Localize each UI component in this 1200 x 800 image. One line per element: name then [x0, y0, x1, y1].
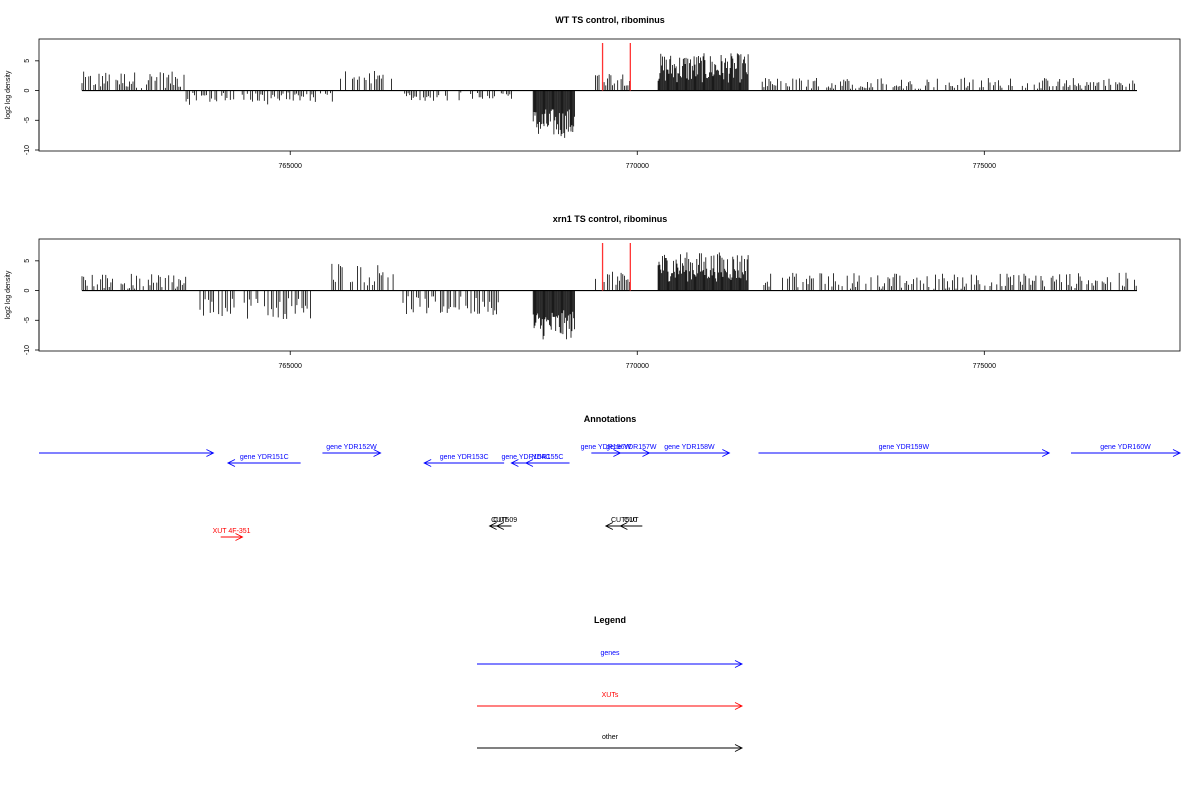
- y-tick-label: -5: [24, 117, 31, 123]
- annotation-label: gene YDR157W: [606, 444, 657, 451]
- arrow-head: [1041, 449, 1051, 457]
- x-tick-label: 770000: [626, 363, 649, 370]
- arrow-head: [734, 744, 744, 752]
- arrow-head: [488, 522, 497, 530]
- y-tick-label: -10: [24, 345, 31, 355]
- annotation-label: CUT: [624, 517, 639, 524]
- red-markers: [601, 243, 631, 291]
- y-tick-label: -5: [24, 317, 31, 323]
- x-tick-label: 775000: [973, 363, 996, 370]
- bar-region-5: [595, 271, 630, 291]
- annotation-label: gene YDR156W: [581, 444, 632, 451]
- annotation-label: gene YDR153C: [440, 454, 489, 461]
- arrow-head: [510, 459, 519, 467]
- annotations-title: Annotations: [584, 414, 637, 424]
- bar-region-1: [185, 90, 333, 105]
- bar-region-4: [470, 90, 512, 99]
- bar-region-2: [340, 71, 392, 91]
- panel-wt: WT TS control, ribominus 765000 770000 775…: [5, 15, 1181, 170]
- y-tick-label: -10: [24, 145, 31, 155]
- bar-region-8: [761, 77, 1135, 91]
- y-axis-label: log2 log density: [5, 70, 12, 119]
- bar-region-1: [199, 290, 311, 319]
- legend-items: genes XUTs other: [477, 650, 744, 752]
- x-tick-label: 765000: [279, 163, 302, 170]
- annotation-label: gene YDR151C: [240, 454, 289, 461]
- bar-region-6: [595, 74, 630, 91]
- bar-region-3: [404, 90, 462, 101]
- annotation-label: XUT 4F-351: [213, 528, 251, 535]
- bar-region-4: [532, 290, 575, 340]
- bar-region-7: [763, 272, 1137, 291]
- annotation-genes: gene YDR151C: [226, 454, 301, 467]
- annotation-genes: YDR155C: [524, 454, 570, 467]
- axes: 765000 770000 775000 -10 -5 0 5: [24, 259, 996, 370]
- arrow-head: [604, 522, 614, 530]
- legend-label: XUTs: [602, 692, 619, 699]
- x-tick-label: 775000: [973, 163, 996, 170]
- annotation-label: CUT509: [491, 517, 517, 524]
- arrow-head: [206, 449, 215, 457]
- bar-region-0: [81, 71, 185, 91]
- annotation-label: gene YDR159W: [879, 444, 930, 451]
- legend-label: other: [602, 734, 619, 741]
- annotation-label: gene YDR160W: [1100, 444, 1151, 451]
- bar-series: [81, 252, 1137, 340]
- panel-title: xrn1 TS control, ribominus: [553, 214, 668, 224]
- annotation-genes: gene YDR152W: [322, 444, 382, 457]
- y-tick-label: 0: [24, 289, 31, 293]
- arrow-head: [495, 522, 505, 530]
- panel-title: WT TS control, ribominus: [555, 15, 665, 25]
- annotation-label: gene YDR154C: [501, 454, 550, 461]
- arrow-head: [722, 449, 731, 457]
- red-markers: [601, 43, 631, 91]
- arrow-head: [524, 459, 534, 467]
- legend-panel: Legend genes XUTs other: [477, 615, 744, 752]
- annotation-other: CUT510: [604, 517, 643, 530]
- legend-title: Legend: [594, 615, 626, 625]
- y-tick-label: 0: [24, 89, 31, 93]
- panel-xrn1: xrn1 TS control, ribominus 765000 770000 7…: [5, 214, 1181, 370]
- x-tick-label: 765000: [279, 363, 302, 370]
- bar-series: [81, 53, 1137, 138]
- annotation-genes: gene YDR160W: [1070, 444, 1182, 457]
- arrow-head: [373, 449, 382, 457]
- annotation-label: YDR155C: [532, 454, 564, 461]
- y-tick-label: 5: [24, 259, 31, 263]
- legend-item-genes: genes: [477, 650, 744, 668]
- annotation-label: gene YDR158W: [664, 444, 715, 451]
- legend-item-xuts: XUTs: [477, 692, 744, 710]
- arrow-head: [1172, 449, 1182, 457]
- annotation-items: gene YDR151C gene YDR152W gene YDR153C gene…: [39, 444, 1182, 541]
- legend-label: genes: [600, 650, 620, 657]
- annotation-genes: gene YDR153C: [423, 454, 505, 467]
- annotation-xuts: XUT 4F-351: [213, 528, 251, 541]
- arrow-head: [235, 533, 244, 541]
- annotation-label: gene YDR152W: [326, 444, 377, 451]
- arrow-head: [226, 459, 236, 467]
- annotation-genes: [39, 449, 215, 457]
- annotation-label: CUT510: [611, 517, 637, 524]
- bar-region-6: [657, 252, 749, 291]
- arrow-head: [734, 660, 744, 668]
- bar-region-7: [657, 53, 749, 91]
- bar-region-5: [532, 90, 575, 138]
- axes: 765000 770000 775000 -10 -5 0 5: [24, 59, 996, 170]
- bar-region-3: [402, 290, 499, 315]
- legend-item-other: other: [477, 734, 744, 752]
- x-tick-label: 770000: [626, 163, 649, 170]
- y-tick-label: 5: [24, 59, 31, 63]
- bar-region-0: [81, 273, 187, 291]
- annotation-genes: gene YDR157W: [606, 444, 657, 457]
- annotation-label: CUT: [493, 517, 508, 524]
- annotation-genes: gene YDR158W: [649, 444, 731, 457]
- arrow-head: [734, 702, 744, 710]
- y-axis-label: log2 log density: [5, 270, 12, 319]
- arrow-head: [423, 459, 432, 467]
- annotation-other: CUT509: [491, 517, 517, 530]
- bar-region-2: [331, 263, 394, 291]
- annotation-genes: gene YDR159W: [758, 444, 1051, 457]
